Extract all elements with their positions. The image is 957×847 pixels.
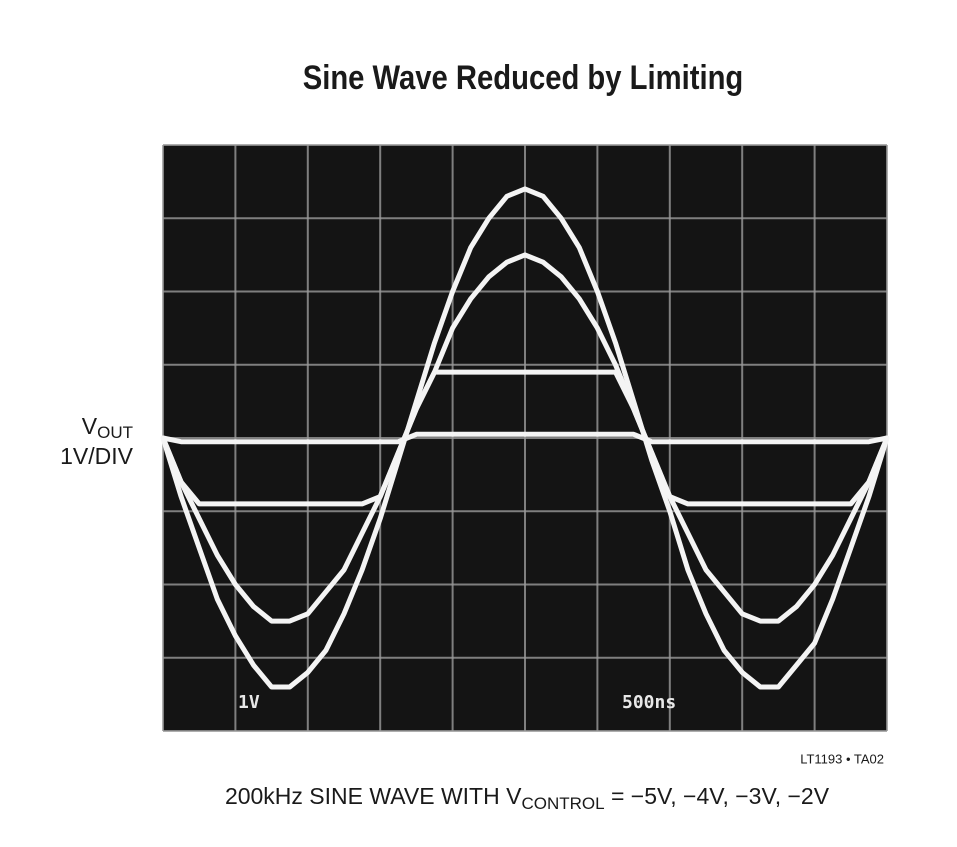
caption-sub: CONTROL (521, 794, 604, 813)
time-label: 500ns (622, 692, 676, 713)
caption: 200kHz SINE WAVE WITH VCONTROL = −5V, −4… (225, 783, 830, 813)
y-scale-label: 1V/DIV (60, 443, 134, 469)
caption-post: = −5V, −4V, −3V, −2V (605, 783, 830, 809)
trace (160, 186, 890, 690)
y-label-sub: OUT (97, 423, 133, 442)
y-label-main: V (82, 413, 98, 439)
y-axis-label: VOUT (82, 413, 133, 442)
caption-pre: 200kHz SINE WAVE WITH V (225, 783, 522, 809)
volts-label: 1V (238, 692, 260, 713)
figure-id: LT1193 • TA02 (800, 751, 884, 766)
trace (160, 431, 890, 445)
trace (160, 252, 890, 624)
trace (160, 369, 890, 507)
chart-title: Sine Wave Reduced by Limiting (303, 58, 744, 97)
